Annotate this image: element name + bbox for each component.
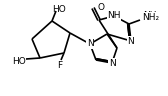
Text: NH₂: NH₂ [142, 12, 159, 22]
Text: HO: HO [12, 57, 26, 65]
Text: F: F [57, 60, 62, 70]
Text: N: N [109, 58, 115, 67]
Text: N: N [87, 39, 93, 48]
Text: O: O [98, 3, 105, 12]
Text: NH₂: NH₂ [143, 12, 160, 21]
Text: HO: HO [52, 5, 66, 14]
Text: NH: NH [107, 12, 121, 22]
Text: NH₂: NH₂ [143, 14, 160, 22]
Text: N: N [128, 36, 134, 46]
Text: NH: NH [107, 12, 121, 21]
